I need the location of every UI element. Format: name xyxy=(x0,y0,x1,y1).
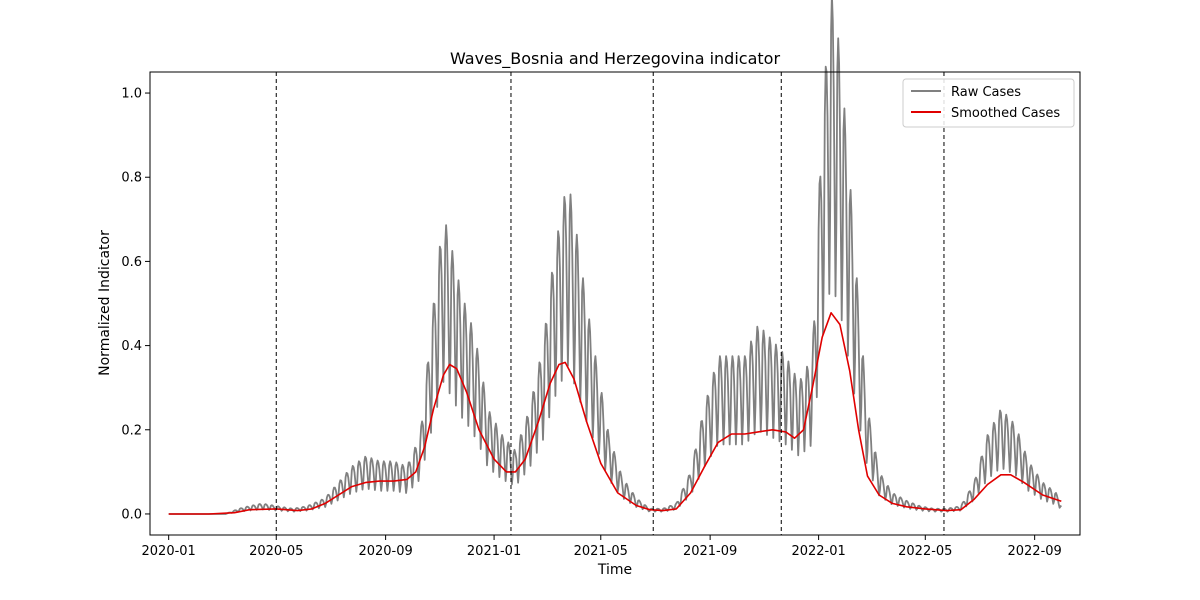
x-tick-label: 2022-05 xyxy=(898,544,952,559)
chart-title: Waves_Bosnia and Herzegovina indicator xyxy=(450,49,780,69)
legend: Raw Cases Smoothed Cases xyxy=(902,78,1075,128)
plot-area xyxy=(168,0,1062,535)
x-tick-label: 2021-01 xyxy=(467,544,521,559)
legend-box xyxy=(902,78,1075,128)
y-tick-label: 0.6 xyxy=(121,255,142,270)
axes-frame xyxy=(149,71,1081,536)
x-tick-label: 2021-05 xyxy=(574,544,628,559)
x-axis-ticks: 2020-01 2020-05 2020-09 2021-01 2021-05 2021-… xyxy=(142,535,1062,559)
series-line-raw-cases xyxy=(168,0,1062,515)
x-tick-label: 2022-09 xyxy=(1007,544,1061,559)
y-tick-label: 0.4 xyxy=(121,339,142,354)
x-tick-label: 2020-05 xyxy=(249,544,303,559)
series-line-smoothed-cases xyxy=(168,312,1062,515)
y-axis-title: Normalized Indicator xyxy=(97,230,113,376)
y-tick-label: 0.2 xyxy=(121,423,142,438)
x-tick-label: 2021-09 xyxy=(683,544,737,559)
x-tick-label: 2020-01 xyxy=(142,544,196,559)
y-axis-ticks: 0.0 0.2 0.4 0.6 0.8 1.0 xyxy=(121,87,150,522)
x-tick-label: 2020-09 xyxy=(358,544,412,559)
y-tick-label: 0.8 xyxy=(121,171,142,186)
legend-label-raw-cases: Raw Cases xyxy=(951,85,1021,100)
y-tick-label: 1.0 xyxy=(121,87,142,102)
legend-label-smoothed-cases: Smoothed Cases xyxy=(951,106,1060,121)
x-axis-title: Time xyxy=(597,562,632,578)
y-tick-label: 0.0 xyxy=(121,507,142,522)
x-tick-label: 2022-01 xyxy=(791,544,845,559)
